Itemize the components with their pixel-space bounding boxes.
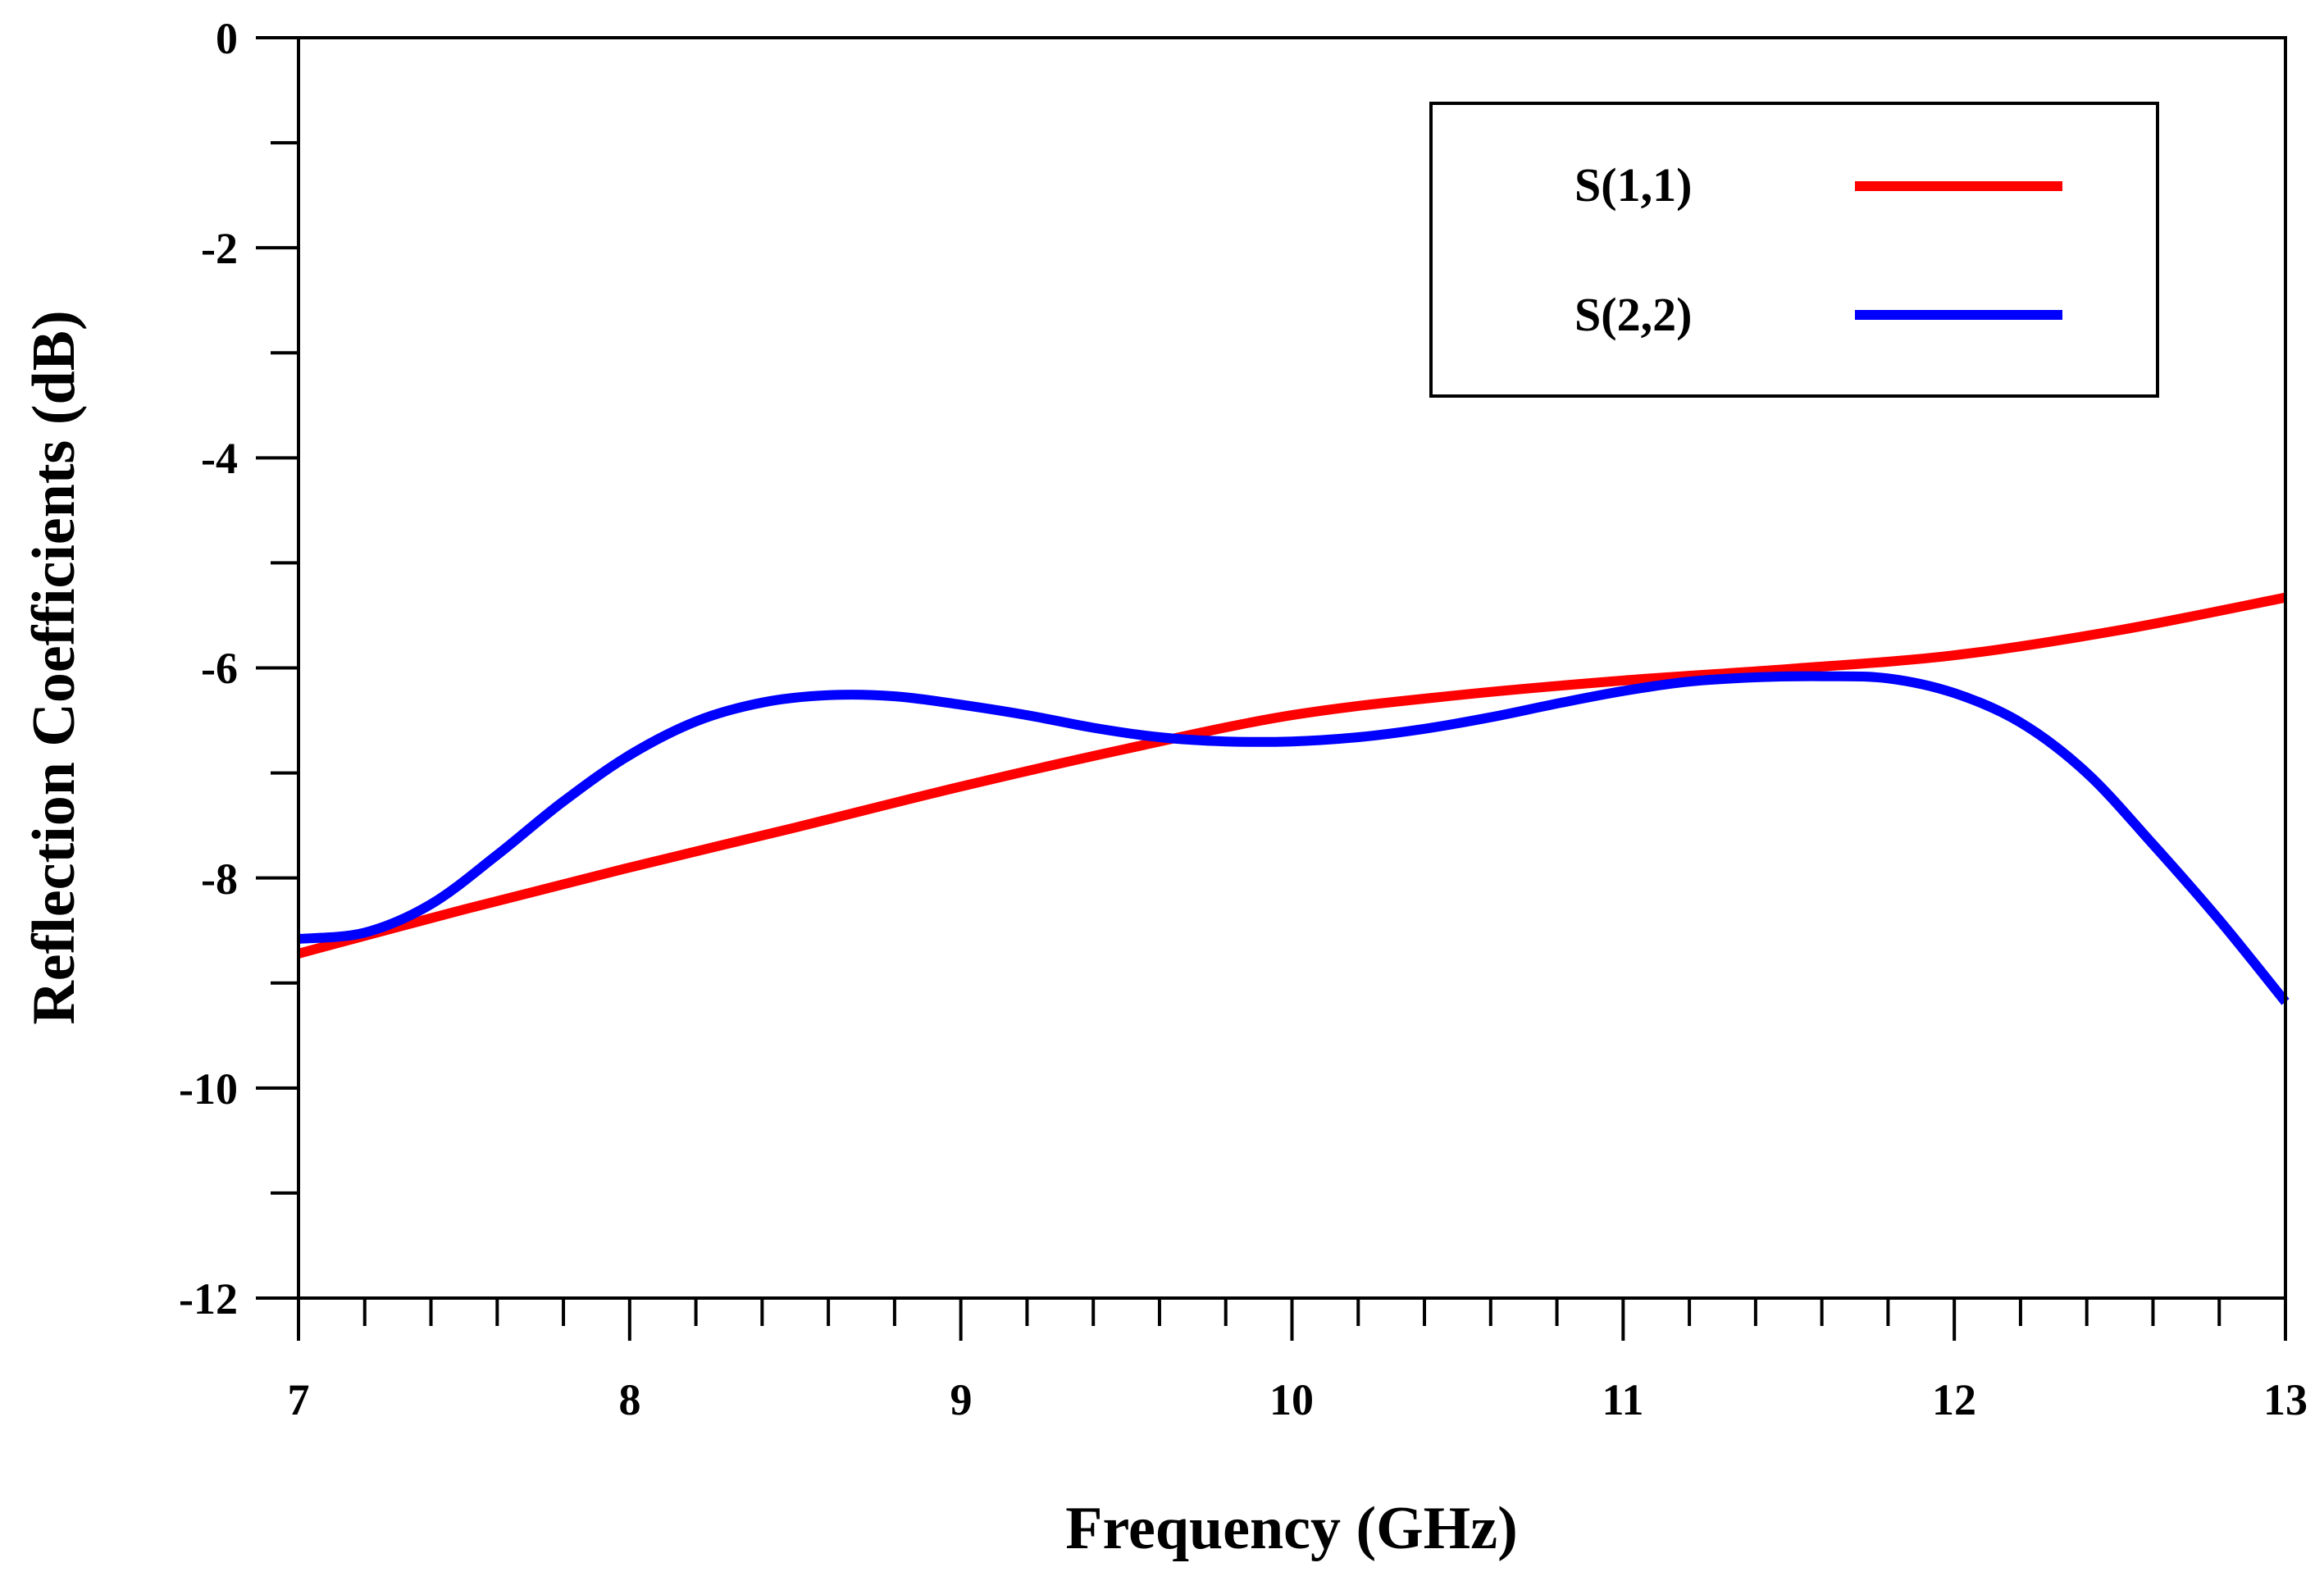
- y-tick-label: -12: [179, 1274, 238, 1324]
- x-tick-label: 11: [1602, 1375, 1643, 1424]
- x-tick-label: 7: [288, 1375, 310, 1424]
- x-tick-label: 8: [619, 1375, 641, 1424]
- x-tick-labels: 7 8 9 10 11 12 13: [288, 1375, 2308, 1424]
- x-axis-title: Frequency (GHz): [1065, 1495, 1517, 1562]
- y-tick-label: -8: [201, 854, 238, 904]
- legend-box: [1429, 102, 2159, 398]
- series-line-s22: [298, 671, 2290, 1005]
- y-tick-label: -6: [201, 644, 238, 693]
- legend-label-s11: S(1,1): [1574, 158, 1692, 212]
- x-tick-label: 10: [1269, 1375, 1314, 1424]
- series-line-s11: [297, 592, 2287, 959]
- y-tick-label: -4: [201, 434, 238, 483]
- x-tick-label: 9: [950, 1375, 973, 1424]
- y-axis-title: Reflection Coefficients (dB): [21, 310, 88, 1024]
- y-tick-label: -10: [179, 1064, 238, 1114]
- series-layer: [297, 592, 2290, 1005]
- tick-layer: [256, 36, 2287, 1341]
- legend: S(1,1) S(2,2): [1429, 102, 2159, 398]
- x-tick-label: 13: [2263, 1375, 2308, 1424]
- y-tick-label: -2: [201, 224, 238, 273]
- x-tick-label: 12: [1932, 1375, 1976, 1424]
- legend-label-s22: S(2,2): [1574, 288, 1692, 341]
- y-tick-label: 0: [216, 14, 238, 63]
- y-tick-labels: 0 -2 -4 -6 -8 -10 -12: [179, 14, 238, 1324]
